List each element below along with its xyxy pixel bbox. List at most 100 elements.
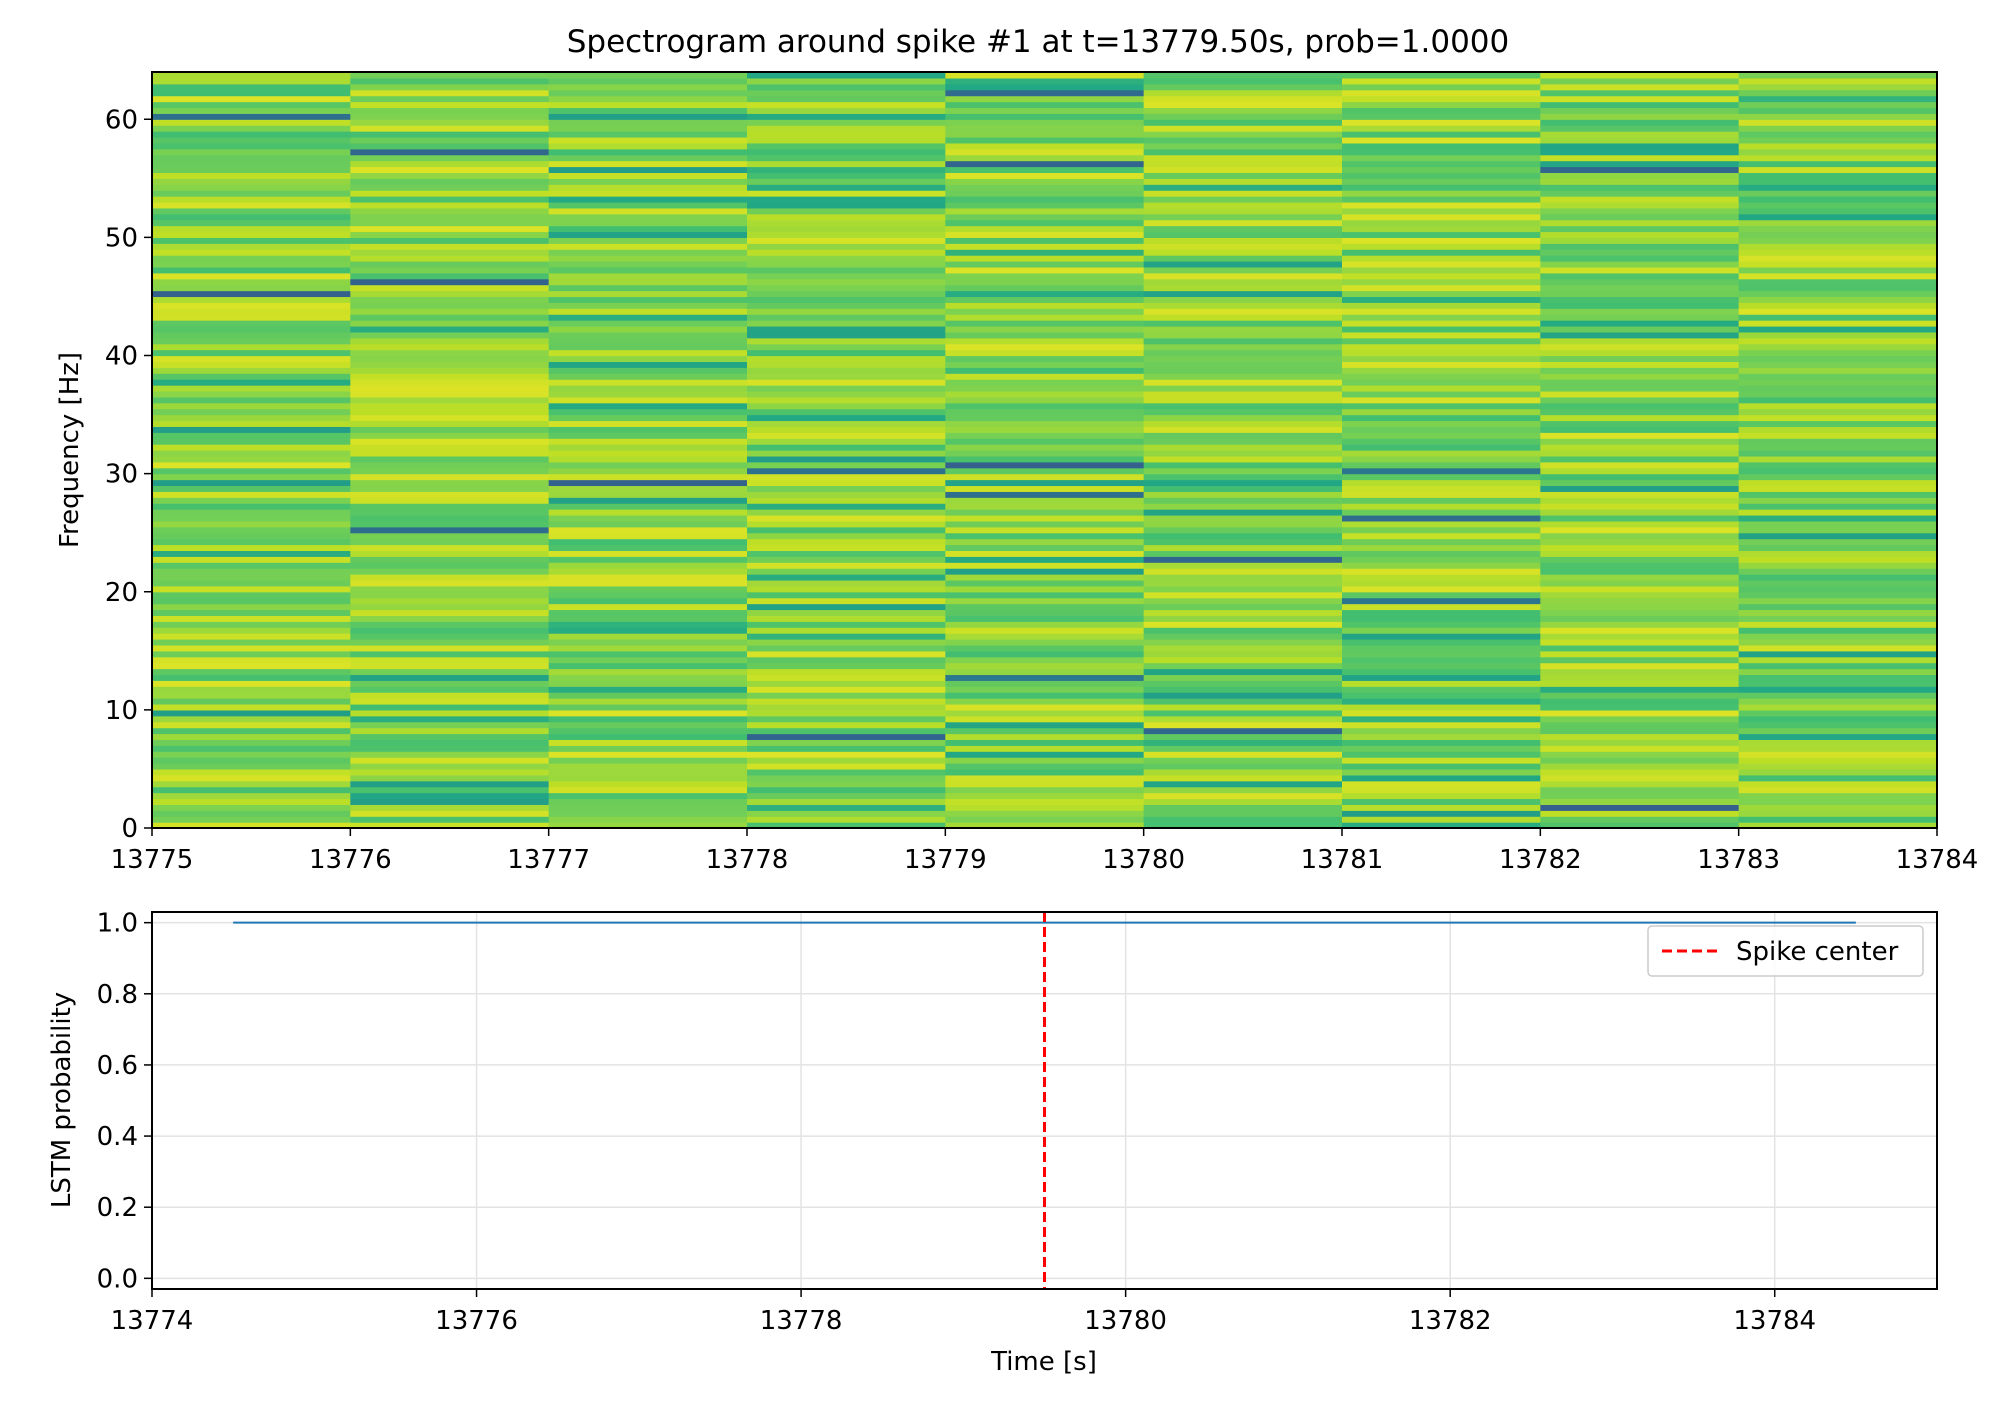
spectrogram-cell	[1342, 131, 1541, 138]
spectrogram-cell	[152, 379, 351, 386]
spectrogram-cell	[1143, 343, 1343, 351]
spectrogram-cell	[1540, 455, 1740, 463]
spectrogram-cell	[1738, 83, 1938, 91]
spectrogram-x-tick-label: 13777	[507, 845, 590, 875]
spectrogram-cell	[747, 113, 946, 120]
spectrogram-cell	[747, 396, 946, 404]
spectrogram-cell	[1342, 337, 1541, 345]
spectrogram-cell	[1342, 213, 1541, 221]
spectrogram-cell	[350, 325, 550, 333]
spectrogram-cell	[1342, 509, 1541, 516]
spectrogram-cell	[747, 455, 946, 463]
spectrogram-cell	[1738, 426, 1938, 433]
spectrogram-cell	[548, 255, 748, 262]
spectrogram-cell	[747, 780, 946, 788]
spectrogram-cell	[350, 385, 550, 392]
spectrogram-cell	[1540, 148, 1740, 156]
spectrogram-cell	[350, 520, 550, 528]
spectrogram-cell	[945, 113, 1145, 120]
spectrogram-cell	[350, 774, 550, 782]
spectrogram-cell	[548, 414, 748, 422]
spectrogram-cell	[152, 656, 351, 664]
spectrogram-cell	[1540, 473, 1740, 481]
spectrogram-cell	[1738, 639, 1938, 646]
probability-ylabel: LSTM probability	[47, 992, 77, 1208]
spectrogram-cell	[350, 680, 550, 687]
spectrogram-cell	[548, 556, 748, 563]
spectrogram-cell	[1342, 343, 1541, 351]
spectrogram-cell	[1143, 237, 1343, 244]
spectrogram-cell	[350, 408, 550, 416]
spectrogram-cell	[1540, 361, 1740, 368]
spectrogram-cell	[747, 514, 946, 522]
spectrogram-cell	[1342, 532, 1541, 540]
spectrogram-cell	[1143, 497, 1343, 504]
spectrogram-cell	[945, 544, 1145, 552]
spectrogram-cell	[945, 278, 1145, 286]
spectrogram-cell	[1738, 420, 1938, 427]
spectrogram-cell	[1143, 83, 1343, 91]
spectrogram-cell	[1143, 668, 1343, 676]
spectrogram-cell	[945, 733, 1145, 741]
spectrogram-cell	[350, 107, 550, 114]
spectrogram-cell	[747, 526, 946, 534]
spectrogram-cell	[1342, 266, 1541, 274]
spectrogram-cell	[945, 503, 1145, 510]
spectrogram-cell	[152, 314, 351, 321]
spectrogram-cell	[548, 715, 748, 723]
spectrogram-cell	[1342, 473, 1541, 481]
spectrogram-cell	[152, 125, 351, 132]
spectrogram-cell	[1342, 207, 1541, 215]
spectrogram-cell	[945, 337, 1145, 345]
spectrogram-cell	[1738, 272, 1938, 280]
spectrogram-cell	[1738, 201, 1938, 209]
spectrogram-cell	[152, 320, 351, 327]
spectrogram-cell	[747, 237, 946, 244]
spectrogram-cell	[350, 249, 550, 256]
spectrogram-cell	[152, 768, 351, 776]
spectrogram-cell	[1342, 633, 1541, 640]
spectrogram-cell	[350, 196, 550, 203]
spectrogram-cell	[1342, 514, 1541, 522]
spectrogram-cell	[1143, 361, 1343, 368]
spectrogram-cell	[945, 698, 1145, 705]
spectrogram-cell	[747, 822, 946, 829]
spectrogram-cell	[1342, 314, 1541, 321]
spectrogram-cell	[1540, 556, 1740, 563]
spectrogram-cell	[1540, 591, 1740, 599]
spectrogram-cell	[945, 739, 1145, 746]
spectrogram-cell	[152, 261, 351, 268]
spectrogram-cell	[1143, 768, 1343, 776]
spectrogram-cell	[747, 656, 946, 664]
spectrogram-cell	[1342, 414, 1541, 422]
spectrogram-cell	[350, 367, 550, 374]
spectrogram-cell	[945, 225, 1145, 233]
spectrogram-cell	[548, 621, 748, 628]
spectrogram-cell	[747, 603, 946, 611]
spectrogram-cell	[1342, 136, 1541, 144]
spectrogram-cell	[1143, 414, 1343, 422]
spectrogram-cell	[152, 532, 351, 540]
spectrogram-x-tick-label: 13775	[111, 845, 194, 875]
spectrogram-cell	[1540, 774, 1740, 782]
spectrogram-cell	[1143, 255, 1343, 262]
spectrogram-x-tick-label: 13783	[1697, 845, 1780, 875]
spectrogram-cell	[747, 402, 946, 410]
spectrogram-cell	[1738, 190, 1938, 197]
spectrogram-cell	[350, 302, 550, 309]
spectrogram-cell	[548, 798, 748, 805]
spectrogram-cell	[1342, 201, 1541, 209]
spectrogram-x-tick-label: 13780	[1102, 845, 1185, 875]
spectrogram-cell	[747, 166, 946, 174]
spectrogram-cell	[350, 225, 550, 233]
spectrogram-cell	[747, 190, 946, 197]
spectrogram-cell	[1143, 314, 1343, 321]
spectrogram-cell	[350, 786, 550, 794]
spectrogram-cell	[1738, 325, 1938, 333]
spectrogram-cell	[1342, 650, 1541, 658]
spectrogram-cell	[747, 621, 946, 628]
spectrogram-cell	[1738, 361, 1938, 368]
spectrogram-cell	[945, 703, 1145, 711]
spectrogram-cell	[1738, 627, 1938, 634]
spectrogram-cell	[1342, 101, 1541, 109]
